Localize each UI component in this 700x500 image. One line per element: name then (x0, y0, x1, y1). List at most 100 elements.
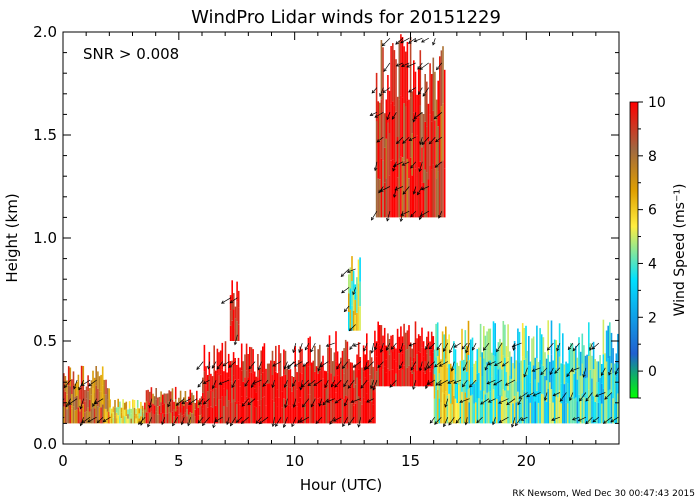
wind-vector (547, 342, 554, 351)
data-cell (422, 148, 425, 183)
wind-vector-head (368, 419, 372, 423)
wind-vector (138, 416, 146, 425)
data-cell (540, 364, 543, 394)
data-cell (286, 405, 288, 424)
wind-vector-head (313, 382, 318, 386)
data-cell (223, 371, 225, 389)
data-cell (507, 357, 509, 391)
data-cell (140, 416, 142, 424)
data-cell (383, 366, 386, 387)
data-cell (528, 365, 530, 395)
data-cell (612, 373, 614, 399)
data-cell (132, 399, 134, 408)
data-cell (359, 401, 362, 424)
wind-vector (230, 417, 236, 426)
data-cell (416, 135, 418, 177)
wind-vector (459, 398, 470, 403)
data-cell (174, 399, 177, 412)
data-cell (478, 398, 480, 424)
data-cell (247, 377, 249, 401)
data-cell (354, 384, 357, 404)
data-cell (478, 372, 480, 399)
wind-vector-head (512, 347, 516, 351)
data-cell (123, 416, 126, 424)
x-tick-label: 5 (174, 452, 184, 470)
data-cell (563, 384, 566, 404)
data-cell (148, 391, 151, 403)
data-cell (166, 403, 169, 414)
data-cell (95, 366, 97, 386)
data-cell (390, 369, 392, 387)
data-cell (534, 357, 536, 380)
data-cell (442, 46, 444, 104)
wind-vector (293, 398, 297, 408)
data-cell (583, 345, 585, 372)
wind-vector (554, 367, 561, 374)
data-cell (292, 407, 295, 424)
data-cell (296, 372, 298, 390)
data-cell (414, 168, 417, 218)
data-cell (348, 311, 350, 331)
wind-vector-head (386, 217, 390, 222)
data-cell (265, 405, 267, 424)
wind-vector (417, 62, 423, 70)
wind-vector (187, 417, 191, 426)
data-cell (429, 166, 431, 218)
data-cell (486, 331, 488, 363)
data-cell (346, 341, 349, 369)
data-cell (440, 359, 442, 381)
data-cell (583, 371, 585, 398)
data-cell (380, 40, 383, 100)
data-cell (160, 402, 162, 413)
wind-vector-head (315, 420, 320, 425)
data-cell (315, 385, 318, 405)
wind-vector (454, 342, 461, 348)
data-cell (176, 409, 179, 417)
data-cell (392, 334, 394, 352)
data-cell (403, 160, 405, 218)
wind-vector (419, 137, 423, 145)
data-cell (158, 405, 161, 415)
data-cell (178, 397, 180, 407)
data-cell (234, 401, 236, 424)
wind-vector-head (283, 365, 287, 370)
data-cell (388, 175, 391, 218)
data-cell (76, 381, 78, 396)
data-cell (430, 74, 433, 122)
data-cell (432, 57, 435, 111)
data-cell (132, 415, 134, 424)
data-cell (294, 405, 297, 424)
data-cell (287, 387, 290, 406)
data-cell (147, 412, 149, 424)
wind-vector (419, 62, 430, 70)
data-cell (406, 330, 409, 349)
data-cell (401, 369, 404, 387)
data-cell (191, 413, 193, 424)
wind-vector (592, 416, 600, 423)
wind-vector (212, 379, 217, 389)
wind-vector-head (271, 423, 275, 428)
data-cell (234, 329, 237, 341)
wind-vector (341, 287, 350, 294)
wind-vector-head (427, 381, 431, 385)
data-cell (492, 321, 495, 356)
data-cell (356, 312, 358, 331)
data-cell (387, 169, 389, 218)
data-cell (211, 376, 214, 392)
data-cell (108, 388, 110, 401)
wind-vector-head (292, 383, 296, 388)
wind-vector (342, 417, 349, 427)
data-cell (553, 339, 556, 368)
data-cell (470, 339, 472, 368)
data-cell (586, 354, 588, 378)
snr-annotation: SNR > 0.008 (83, 45, 179, 63)
data-cell (93, 408, 96, 424)
wind-vector-head (307, 382, 312, 387)
wind-vector-head (275, 423, 279, 427)
data-cell (600, 403, 603, 424)
wind-vector-head (394, 187, 399, 191)
data-cell (296, 406, 298, 424)
data-cell (560, 403, 562, 424)
wind-vector (421, 37, 429, 43)
data-cell (500, 342, 503, 370)
